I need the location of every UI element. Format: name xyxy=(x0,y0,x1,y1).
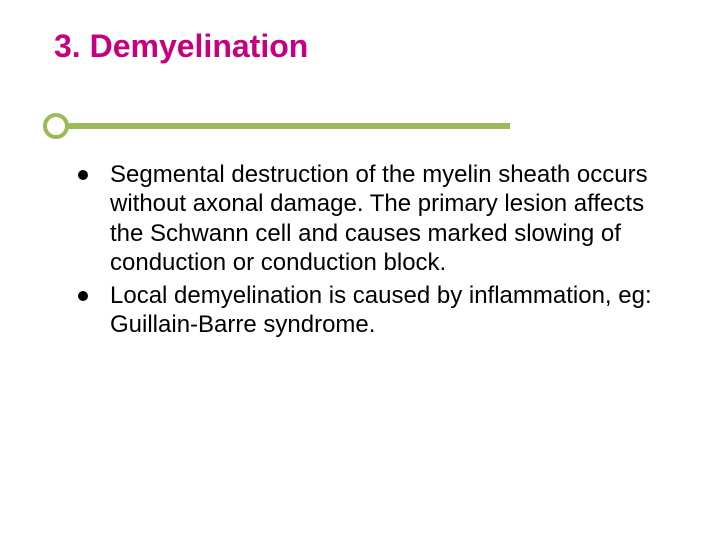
bullet-text: Local demyelination is caused by inflamm… xyxy=(110,281,660,340)
list-item: Local demyelination is caused by inflamm… xyxy=(78,281,660,340)
list-item: Segmental destruction of the myelin shea… xyxy=(78,160,660,277)
bullet-icon xyxy=(78,291,88,301)
bullet-text: Segmental destruction of the myelin shea… xyxy=(110,160,660,277)
divider-circle-icon xyxy=(43,113,69,139)
slide-container: 3. Demyelination Segmental destruction o… xyxy=(0,0,720,540)
divider xyxy=(40,118,510,136)
bullet-icon xyxy=(78,170,88,180)
slide-body: Segmental destruction of the myelin shea… xyxy=(78,160,660,344)
divider-line xyxy=(62,123,510,129)
slide-title: 3. Demyelination xyxy=(54,28,680,65)
